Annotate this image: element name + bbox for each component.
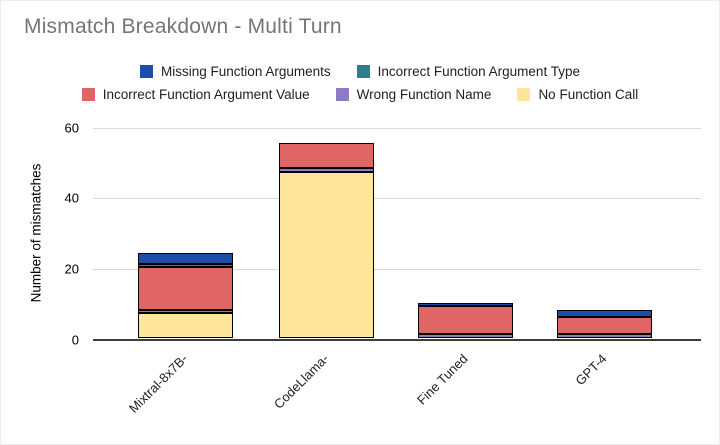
legend-item-missing-function-arguments: Missing Function Arguments <box>140 64 331 79</box>
legend-label: Missing Function Arguments <box>161 64 331 79</box>
bar-gpt-4 <box>557 309 652 338</box>
bar-segment-no-function-call <box>279 171 374 338</box>
bar-segment-incorrect-function-argument-value <box>279 143 374 169</box>
bar-mixtral-8x7b <box>138 253 233 338</box>
y-axis-tick-20: 20 <box>64 261 79 277</box>
y-axis-tick-60: 60 <box>64 120 79 136</box>
bar-segment-incorrect-function-argument-value <box>557 316 652 335</box>
legend-item-wrong-function-name: Wrong Function Name <box>335 87 492 102</box>
y-axis-tick-0: 0 <box>71 332 79 348</box>
x-axis-label-mixtral-8x7b: Mixtral-8x7B- <box>125 351 191 416</box>
x-axis-label-fine-tuned: Fine Tuned <box>413 351 471 408</box>
legend-label: Incorrect Function Argument Value <box>102 87 310 102</box>
y-axis-title: Number of mismatches <box>28 163 44 303</box>
bar-fine-tuned <box>418 302 513 338</box>
legend-label: Incorrect Function Argument Type <box>377 64 580 79</box>
x-axis-line <box>93 339 701 341</box>
gridline-60 <box>93 127 701 129</box>
legend-label: No Function Call <box>538 87 639 102</box>
bar-segment-incorrect-function-argument-type <box>138 263 233 268</box>
legend-item-incorrect-function-argument-value: Incorrect Function Argument Value <box>81 87 310 102</box>
legend-row-2: Incorrect Function Argument Value Wrong F… <box>1 87 719 102</box>
bar-segment-wrong-function-name <box>279 168 374 172</box>
bar-segment-incorrect-function-argument-value <box>418 306 513 335</box>
legend-swatch-icon <box>140 65 154 78</box>
legend-item-no-function-call: No Function Call <box>517 87 638 102</box>
legend-swatch-icon <box>81 88 95 101</box>
bar-segment-missing-function-arguments <box>418 302 513 307</box>
bar-segment-missing-function-arguments <box>557 309 652 317</box>
gridline-40 <box>93 198 701 200</box>
bar-segment-wrong-function-name <box>557 334 652 338</box>
legend-row-1: Missing Function Arguments Incorrect Func… <box>1 64 719 79</box>
bar-segment-missing-function-arguments <box>138 253 233 264</box>
bar-segment-no-function-call <box>138 313 233 338</box>
legend-item-incorrect-function-argument-type: Incorrect Function Argument Type <box>356 64 580 79</box>
chart-title: Mismatch Breakdown - Multi Turn <box>24 15 342 38</box>
bar-segment-wrong-function-name <box>418 334 513 338</box>
gridline-20 <box>93 269 701 271</box>
x-axis-label-gpt-4: GPT-4 <box>571 351 610 389</box>
bar-segment-incorrect-function-argument-value <box>138 267 233 310</box>
legend-swatch-icon <box>335 88 349 101</box>
bar-codellama <box>279 143 374 338</box>
y-axis-tick-40: 40 <box>64 190 79 206</box>
legend-label: Wrong Function Name <box>356 87 492 102</box>
x-axis-label-codellama: CodeLlama- <box>270 351 332 412</box>
legend-swatch-icon <box>356 65 370 78</box>
legend-swatch-icon <box>517 88 531 101</box>
bar-segment-wrong-function-name <box>138 309 233 314</box>
